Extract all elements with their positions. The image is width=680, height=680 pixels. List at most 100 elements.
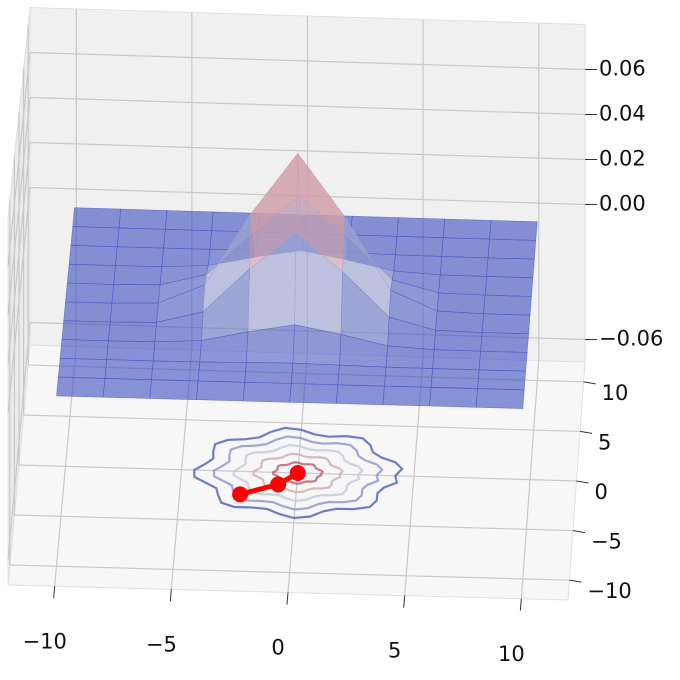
grid-line [7,97,31,316]
surface-cell [197,361,247,383]
surface-cell [435,310,484,333]
surface-cell [68,245,118,266]
surface-cell [196,380,246,402]
surface-cell [475,388,525,409]
surface-cell [111,284,161,304]
surface-cell [384,366,433,388]
grid-line [9,564,570,581]
y-tick-label: 5 [598,430,611,454]
surface-cell [290,362,340,386]
y-tick-label: −5 [591,530,622,554]
surface-cell [385,345,435,369]
surface-cell [149,379,199,401]
surface-cell [151,360,201,382]
surface-cell [439,256,489,277]
surface-cell [63,301,113,323]
surface-cell [56,376,106,398]
surface-cell [57,357,107,379]
contour [232,443,364,503]
surface-cell [163,228,212,250]
contour [271,461,325,485]
z-tick-label: 0.06 [599,57,646,81]
surface-cell [382,385,432,407]
contour [252,452,345,494]
surface-cell [350,215,399,237]
surface-cell [102,378,152,399]
tick-mark [583,381,596,385]
surface-cell [104,359,154,381]
surface-cell [109,302,159,323]
surface-cell [244,362,294,384]
grid-line [7,142,31,365]
surface-cell [394,235,444,257]
surface-cell [164,210,214,232]
surface-cell [161,247,211,268]
y-tick-label: 10 [602,381,629,405]
contour [193,426,404,520]
surface-cell [442,218,492,240]
surface-cell [70,226,120,248]
surface-cell [72,207,122,229]
tick-mark [569,579,582,583]
surface-cell [430,368,480,389]
surface-cell [483,294,532,316]
grid-line [23,414,581,433]
surface-cell [65,282,115,304]
surface-cell [396,217,446,239]
tick-mark [579,430,593,434]
grid-line [7,52,31,267]
surface-cell [106,340,156,362]
tick-mark [403,595,406,608]
surface-cell [118,208,168,230]
x-tick-label: −5 [146,632,177,656]
x-tick-label: 0 [271,636,284,660]
tick-mark [572,530,586,534]
surface-cell [484,276,534,297]
surface-cell [432,349,481,371]
surface-cell [489,220,538,241]
surface [56,152,538,409]
surface-cell [429,386,478,408]
path-point [232,486,249,503]
tick-mark [286,592,289,605]
surface-cell [66,263,116,285]
surface-cell [487,238,537,260]
surface-cell [478,350,528,372]
surface-cell [61,320,111,342]
surface-cell [113,265,163,286]
grid-line [29,96,586,116]
tick-mark [53,586,56,599]
surface-cell [116,227,166,249]
surface-cell [335,384,385,406]
x-tick-label: −10 [23,629,67,653]
z-tick-label: 0.02 [599,147,646,171]
z-tick-label: 0.00 [599,192,646,216]
surface-cell [289,383,339,404]
grid-line [14,514,573,532]
surface-cell [108,321,157,343]
surface-cell [438,274,487,296]
x-tick-label: 5 [388,639,401,663]
tick-mark [519,598,522,611]
surface-cell [433,329,483,352]
x-tick-label: 10 [498,642,525,666]
surface-cell [441,237,490,259]
surface-cell [337,364,387,387]
tick-mark [169,589,172,602]
surface-cell [242,381,292,403]
surface-cell [115,246,164,268]
surface-cell [480,332,529,353]
grid-line [29,141,586,161]
y-tick-label: 0 [595,480,608,504]
surface-cell [59,339,109,360]
grid-line [7,187,31,414]
grid-line [7,322,31,561]
surface-cell [481,313,531,335]
z-tick-label: 0.04 [599,102,646,126]
surface-cell [477,369,527,391]
z-tick-label: −0.06 [599,327,663,351]
surface-cell [152,340,202,363]
y-tick-label: −10 [587,579,631,603]
surface-cell [486,257,535,279]
